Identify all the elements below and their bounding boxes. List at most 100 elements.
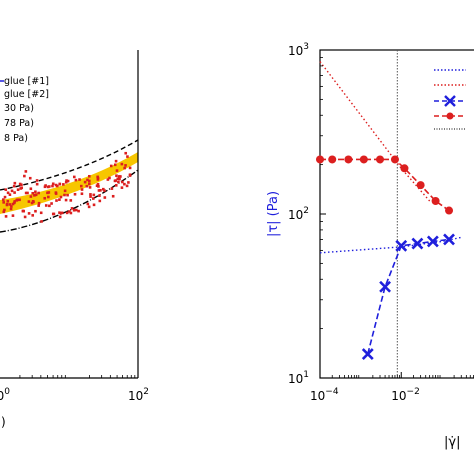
left-scatter-point — [28, 176, 32, 180]
series-line-2 — [319, 61, 431, 202]
left-scatter-point — [59, 211, 63, 215]
left-scatter-point — [65, 211, 69, 215]
series-4-point-8 — [416, 181, 425, 190]
left-scatter-point — [125, 184, 129, 188]
left-scatter-point — [59, 195, 63, 199]
left-scatter-point — [8, 193, 12, 196]
left-scatter-point — [13, 201, 16, 205]
left-scatter-point — [69, 211, 73, 215]
left-scatter-point — [115, 169, 119, 172]
left-scatter-point — [66, 179, 70, 183]
series-3-point-4 — [411, 237, 424, 250]
left-scatter-point — [72, 208, 76, 212]
left-scatter-point — [124, 151, 128, 155]
legend-label-5: 8 Pa) — [4, 133, 28, 144]
right-legend-marker-3 — [444, 95, 456, 107]
series-4-point-9 — [431, 197, 440, 206]
left-scatter-point — [78, 178, 81, 181]
left-scatter-point — [74, 178, 78, 182]
left-scatter-point — [39, 211, 43, 215]
left-scatter-point — [54, 192, 58, 195]
series-3-point-1 — [361, 348, 374, 360]
x-tick-label-2: 10−2 — [391, 387, 420, 403]
left-scatter-point — [29, 195, 33, 198]
left-scatter-point — [87, 205, 91, 209]
left-scatter-point — [88, 186, 92, 189]
left-scatter-point — [40, 220, 43, 223]
left-scatter-point — [119, 175, 122, 178]
left-scatter-point — [16, 188, 20, 191]
left-scatter-point — [24, 191, 28, 195]
left-scatter-point — [116, 177, 120, 181]
series-3-point-6 — [443, 233, 455, 246]
left-scatter-point — [48, 185, 51, 188]
left-scatter-point — [51, 182, 55, 186]
left-scatter-point — [8, 203, 12, 206]
left-scatter-point — [128, 166, 132, 170]
left-scatter-point — [68, 210, 71, 213]
series-4-point-5 — [376, 155, 385, 164]
series-3-point-2 — [379, 280, 392, 293]
left-scatter-point — [47, 191, 51, 194]
left-scatter-point — [35, 179, 39, 182]
left-scatter-point — [66, 193, 69, 197]
left-scatter-point — [80, 192, 84, 196]
left-scatter-point — [62, 183, 65, 186]
left-scatter-point — [108, 176, 111, 180]
left-scatter-point — [99, 188, 102, 192]
left-scatter-point — [2, 198, 5, 201]
left-scatter-point — [113, 179, 117, 183]
left-scatter-point — [77, 209, 80, 213]
right-y-axis-label: |τ| (Pa) — [266, 191, 281, 237]
left-scatter-point — [102, 187, 105, 191]
right-chart-panel: 101 102 103 10−4 10−2 |τ| (Pa) |γ̇| — [266, 42, 474, 450]
left-scatter-point — [46, 191, 49, 195]
left-scatter-point — [98, 194, 101, 197]
left-scatter-point — [95, 184, 99, 187]
left-scatter-point — [11, 214, 15, 217]
left-scatter-point — [58, 211, 61, 214]
left-scatter-point — [88, 182, 91, 186]
y-tick-label-2: 102 — [288, 206, 309, 222]
left-scatter-point — [4, 188, 8, 191]
left-scatter-point — [88, 174, 91, 178]
left-scatter-point — [97, 185, 100, 188]
left-scatter-point — [103, 196, 107, 199]
left-scatter-point — [5, 203, 9, 207]
left-scatter-point — [128, 174, 132, 177]
left-scatter-point — [97, 189, 101, 192]
left-scatter-point — [65, 179, 68, 182]
series-3-point-3 — [395, 239, 408, 252]
left-scatter-point — [69, 199, 73, 202]
left-scatter-point — [31, 214, 35, 217]
right-legend-marker-4 — [446, 112, 454, 120]
left-scatter-point — [4, 215, 8, 218]
series-4-point-2 — [328, 155, 337, 164]
left-scatter-point — [109, 164, 113, 168]
left-scatter-point — [6, 199, 10, 203]
left-scatter-point — [43, 196, 47, 200]
left-scatter-point — [58, 215, 62, 219]
left-scatter-point — [92, 193, 96, 197]
left-scatter-point — [89, 193, 92, 196]
left-scatter-point — [86, 178, 89, 182]
left-scatter-point — [55, 199, 58, 202]
left-scatter-point — [111, 194, 115, 198]
left-scatter-point — [20, 186, 24, 190]
left-scatter-point — [47, 195, 50, 199]
left-scatter-point — [32, 200, 35, 204]
left-scatter-point — [12, 184, 16, 188]
left-scatter-point — [51, 212, 55, 216]
left-scatter-point — [96, 176, 100, 180]
left-scatter-point — [58, 198, 61, 201]
left-scatter-point — [63, 193, 66, 197]
series-3-point-5 — [426, 235, 439, 248]
left-scatter-point — [126, 155, 129, 158]
left-scatter-point — [50, 202, 53, 205]
legend-label-1: glue [#1] — [4, 76, 49, 87]
left-scatter-point — [30, 201, 34, 205]
left-scatter-point — [48, 204, 51, 208]
left-scatter-point — [24, 170, 28, 173]
left-scatter-point — [103, 189, 106, 192]
